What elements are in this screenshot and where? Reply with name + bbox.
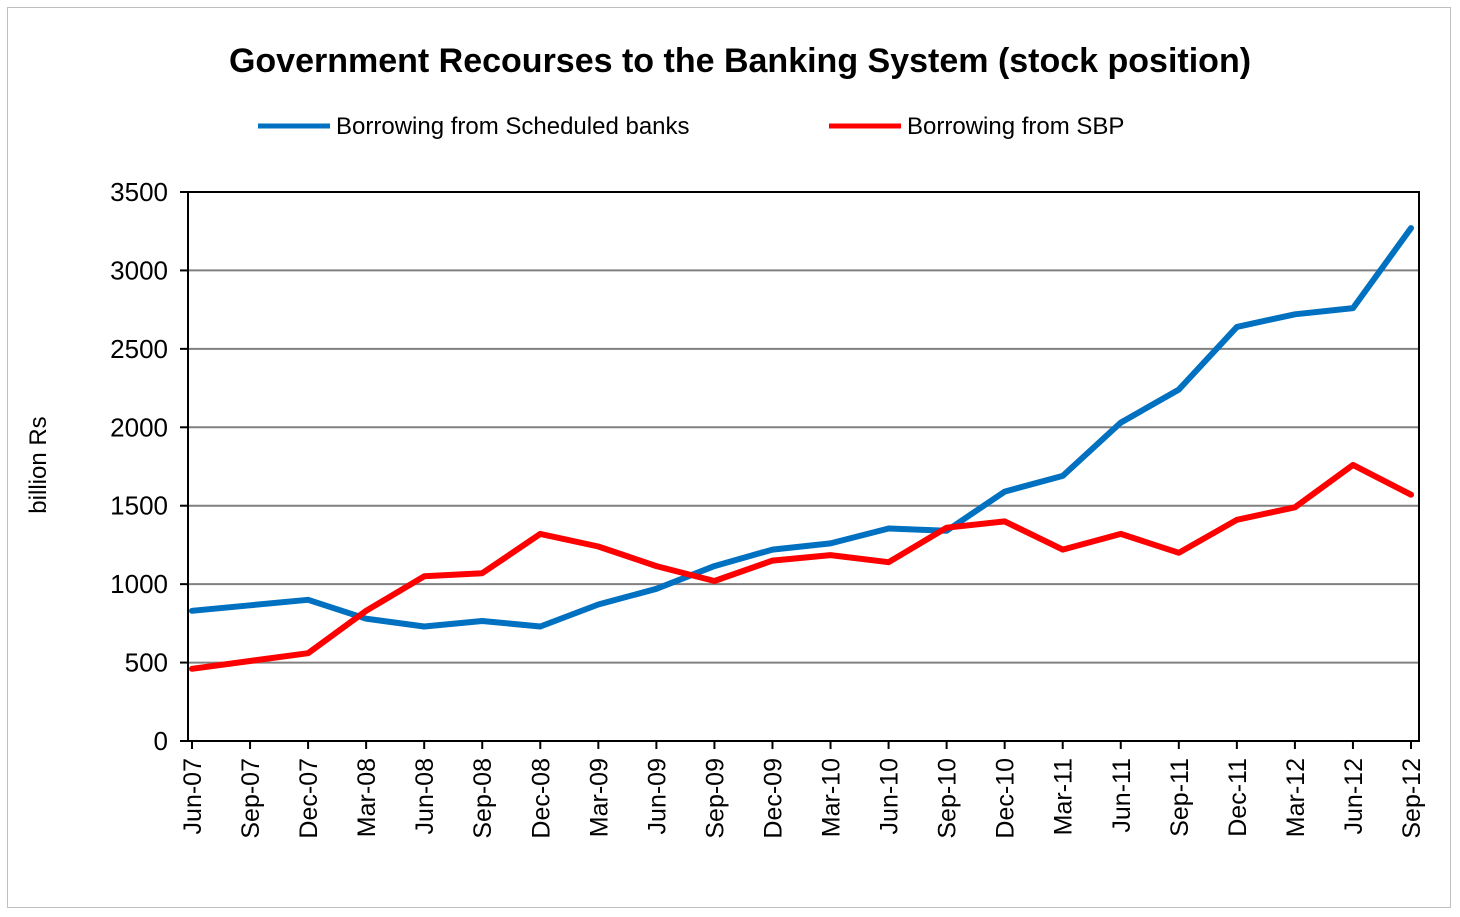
y-tick-label: 1000 bbox=[110, 569, 168, 599]
y-tick-label: 2500 bbox=[110, 334, 168, 364]
x-tick-label: Jun-10 bbox=[876, 758, 904, 834]
y-tick-label: 2000 bbox=[110, 412, 168, 442]
x-tick-label: Sep-12 bbox=[1398, 758, 1426, 839]
legend-label-sbp: Borrowing from SBP bbox=[907, 113, 1124, 140]
x-tick-label: Sep-09 bbox=[701, 758, 729, 839]
y-tick-label: 500 bbox=[125, 648, 168, 678]
x-tick-label: Mar-08 bbox=[353, 758, 381, 837]
x-tick-label: Dec-08 bbox=[527, 758, 555, 839]
x-tick-label: Jun-12 bbox=[1340, 758, 1368, 834]
y-tick-label: 1500 bbox=[110, 491, 168, 521]
x-tick-label: Dec-07 bbox=[295, 758, 323, 839]
series-line-scheduled-banks bbox=[189, 225, 1414, 630]
x-tick-label: Jun-11 bbox=[1108, 758, 1136, 833]
series-lines bbox=[189, 225, 1414, 672]
chart-frame bbox=[7, 7, 1451, 908]
y-tick-label: 3000 bbox=[110, 255, 168, 285]
x-tick-label: Sep-08 bbox=[469, 758, 497, 839]
plot-area bbox=[187, 191, 1420, 742]
x-tick-label: Mar-11 bbox=[1050, 758, 1078, 835]
y-axis-label: billion Rs bbox=[25, 416, 52, 513]
x-tick-label: Mar-12 bbox=[1282, 758, 1310, 837]
x-tick-label: Dec-11 bbox=[1224, 758, 1252, 837]
x-tick-label: Dec-10 bbox=[992, 758, 1020, 839]
x-tick-label: Sep-10 bbox=[934, 758, 962, 839]
x-tick-label: Mar-10 bbox=[818, 758, 846, 837]
chart-title: Government Recourses to the Banking Syst… bbox=[229, 42, 1251, 80]
x-tick-label: Jun-07 bbox=[179, 758, 207, 834]
legend: Borrowing from Scheduled banks Borrowing… bbox=[258, 113, 1124, 140]
x-tick-label: Jun-08 bbox=[411, 758, 439, 834]
y-tick-label: 3500 bbox=[110, 177, 168, 207]
x-tick-label: Sep-11 bbox=[1166, 758, 1194, 837]
y-axis: 0 500 1000 1500 2000 2500 3000 3500 bbox=[110, 177, 188, 756]
x-tick-label: Dec-09 bbox=[759, 758, 787, 839]
x-tick-label: Jun-09 bbox=[643, 758, 671, 834]
series-line-sbp bbox=[189, 461, 1414, 672]
x-tick-label: Mar-09 bbox=[585, 758, 613, 837]
x-axis: Jun-07 Sep-07 Dec-07 Mar-08 Jun-08 Sep-08 Dec-… bbox=[179, 741, 1426, 839]
x-tick-label: Sep-07 bbox=[237, 758, 265, 839]
y-tick-label: 0 bbox=[154, 726, 168, 756]
legend-label-scheduled-banks: Borrowing from Scheduled banks bbox=[336, 113, 690, 140]
